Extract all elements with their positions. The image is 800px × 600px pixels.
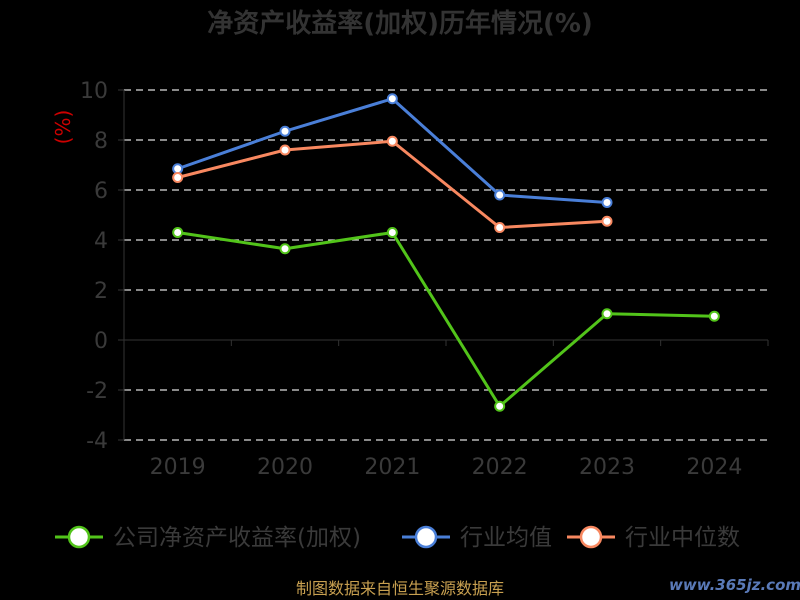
data-point[interactable] [279, 243, 291, 255]
y-tick-label: 4 [94, 229, 108, 254]
legend-swatch-marker [579, 525, 603, 549]
x-tick-label: 2024 [686, 455, 742, 480]
x-tick-label: 2021 [364, 455, 420, 480]
data-point[interactable] [386, 93, 398, 105]
watermark: www.365jz.com [669, 576, 800, 594]
series-line [177, 97, 608, 204]
chart-title: 净资产收益率(加权)历年情况(%) [207, 8, 593, 39]
y-tick-label: 0 [94, 329, 108, 354]
series-0 [172, 227, 720, 412]
y-tick-label: 2 [94, 279, 108, 304]
x-tick-label: 2023 [579, 455, 635, 480]
data-point[interactable] [494, 400, 506, 412]
legend-item[interactable]: 行业中位数 [567, 525, 740, 551]
data-point[interactable] [172, 172, 184, 183]
y-axis-unit: (%) [51, 110, 75, 145]
x-tick-label: 2020 [257, 455, 313, 480]
y-tick-label: -4 [86, 429, 108, 454]
y-tick-label: -2 [86, 379, 108, 404]
data-point[interactable] [494, 189, 506, 201]
x-tick-label: 2019 [150, 455, 206, 480]
y-tick-label: 6 [94, 179, 108, 204]
data-point[interactable] [494, 222, 506, 233]
data-point[interactable] [386, 227, 398, 238]
data-point[interactable] [279, 125, 291, 137]
series-line [177, 231, 715, 408]
series-group [172, 93, 720, 412]
source-note: 制图数据来自恒生聚源数据库 [296, 579, 504, 598]
series-1 [172, 93, 613, 208]
x-tick-labels: 2019 2020 2021 2022 2023 2024 [150, 455, 743, 480]
legend-swatch-marker [67, 525, 91, 549]
legend-label: 公司净资产收益率(加权) [113, 525, 361, 551]
data-point[interactable] [601, 215, 613, 227]
data-point[interactable] [172, 163, 184, 175]
y-tick-label: 8 [94, 129, 108, 154]
grid [124, 89, 768, 441]
data-point[interactable] [172, 227, 184, 238]
series-line [177, 139, 608, 229]
data-point[interactable] [386, 135, 398, 147]
legend-swatch-marker [414, 525, 438, 549]
axes [118, 89, 769, 441]
y-tick-labels: 10 8 6 4 2 0 -2 -4 [80, 79, 108, 454]
data-point[interactable] [601, 197, 613, 208]
x-tick-label: 2022 [472, 455, 528, 480]
legend: 公司净资产收益率(加权) 行业均值 行业中位数 [55, 525, 740, 551]
legend-item[interactable]: 行业均值 [402, 525, 552, 551]
legend-label: 行业均值 [460, 525, 552, 551]
data-point[interactable] [601, 308, 613, 320]
legend-item[interactable]: 公司净资产收益率(加权) [55, 525, 361, 551]
series-2 [172, 135, 613, 233]
y-tick-label: 10 [80, 79, 108, 104]
data-point[interactable] [279, 144, 291, 156]
data-point[interactable] [708, 310, 720, 322]
legend-label: 行业中位数 [625, 525, 740, 551]
